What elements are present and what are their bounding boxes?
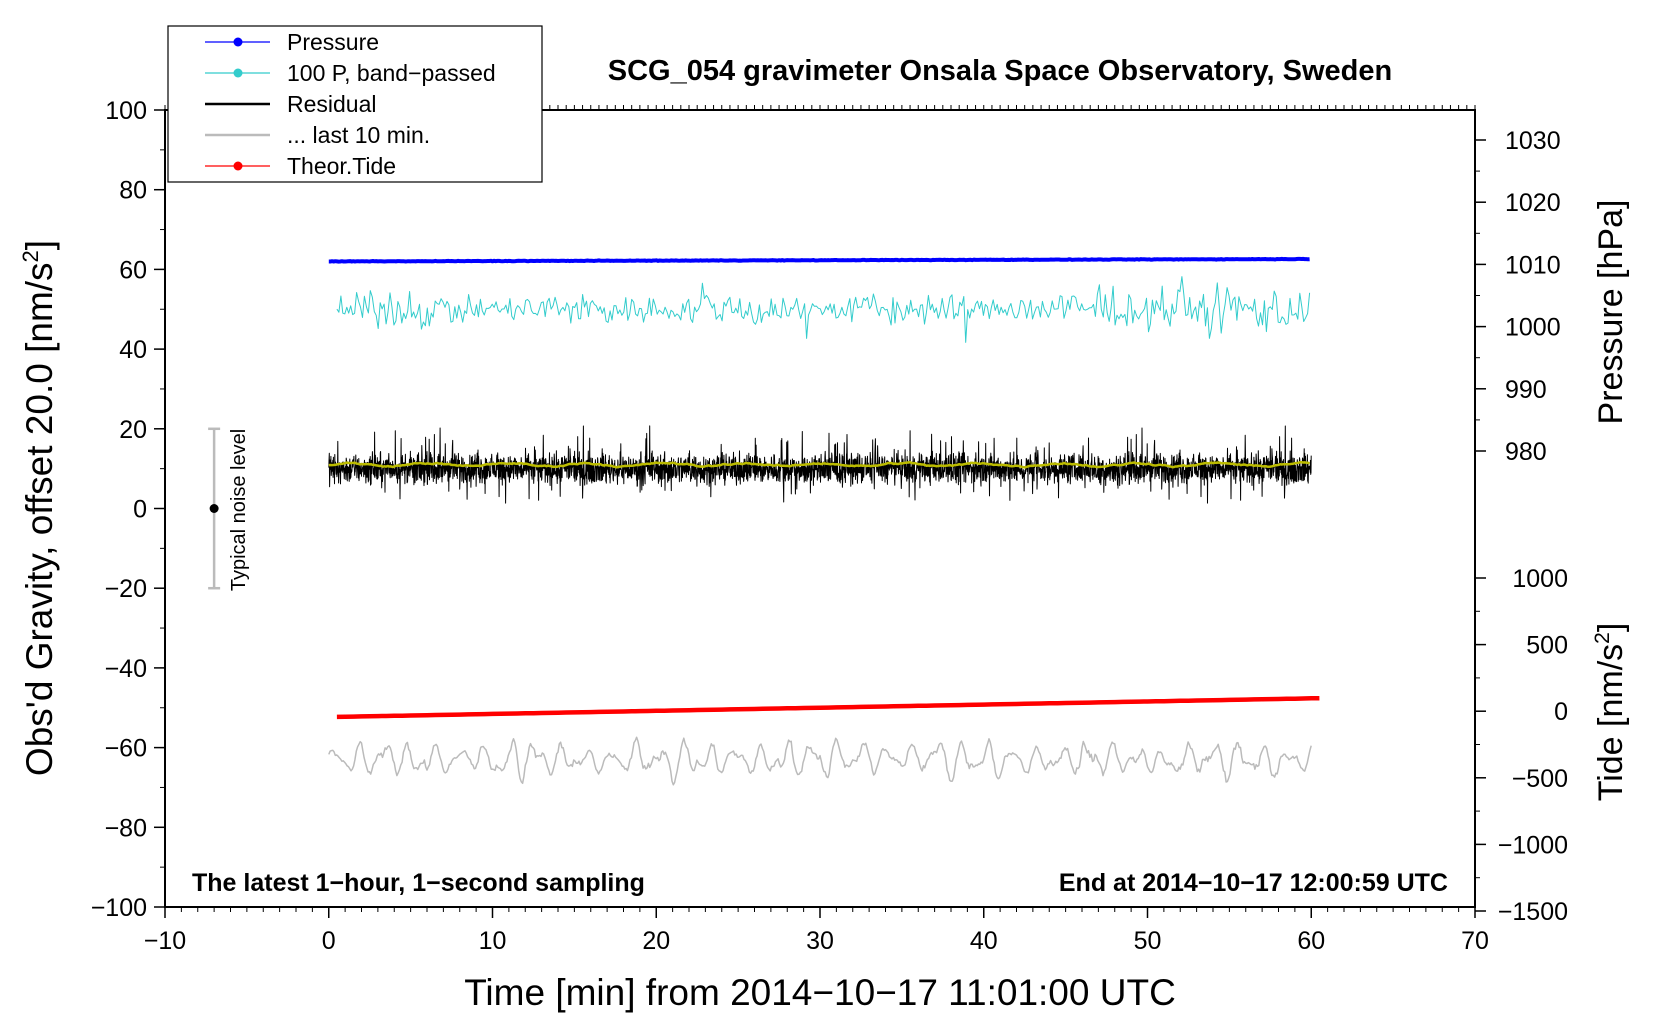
noise-indicator (208, 427, 221, 590)
y-axis-label: Obs'd Gravity, offset 20.0 [nm/s2] (18, 240, 60, 776)
series-theor-tide (336, 695, 1320, 720)
series-pressure-bandpassed (336, 276, 1311, 343)
legend: Pressure 100 P, band−passed Residual ... la… (167, 25, 543, 183)
y-tick-label: −100 (91, 894, 147, 922)
y-tick-label: −20 (105, 575, 147, 603)
tide-axis-label-main: Tide [nm/s (1592, 644, 1630, 801)
tide-tick-label: 500 (1526, 632, 1568, 660)
tide-axis-label-sup: 2 (1591, 632, 1614, 644)
pressure-tick-label: 1010 (1505, 251, 1561, 279)
legend-marker (233, 161, 243, 171)
x-tick-label: 30 (806, 927, 834, 955)
legend-marker (233, 37, 243, 47)
legend-marker (233, 68, 243, 78)
legend-label: Theor.Tide (287, 153, 396, 179)
series-residual-smoothed (328, 460, 1311, 469)
x-tick-label: 50 (1134, 927, 1162, 955)
footer-left-note: The latest 1−hour, 1−second sampling (192, 869, 645, 897)
y-tick-label: 60 (119, 256, 147, 284)
x-tick-label: 0 (322, 927, 336, 955)
legend-label: Pressure (287, 29, 379, 55)
series-last-10-min (328, 736, 1312, 786)
noise-label: Typical noise level (228, 429, 250, 591)
pressure-tick-label: 1000 (1505, 314, 1561, 342)
y-axis-label-sup: 2 (18, 250, 43, 262)
legend-items: Pressure 100 P, band−passed Residual ... la… (205, 29, 496, 179)
tide-tick-label: −1000 (1498, 831, 1568, 859)
y-axis-label-main: Obs'd Gravity, offset 20.0 [nm/s (19, 262, 60, 776)
pressure-tick-label: 990 (1505, 376, 1547, 404)
y-tick-label: 80 (119, 177, 147, 205)
tide-axis-label: Tide [nm/s2] (1591, 623, 1630, 802)
tide-axis-label-end: ] (1592, 623, 1630, 632)
pressure-tick-label: 1030 (1505, 127, 1561, 155)
x-tick-label: −10 (144, 927, 186, 955)
tide-tick-label: 1000 (1512, 565, 1568, 593)
x-tick-label: 60 (1297, 927, 1325, 955)
series-residual (328, 425, 1312, 504)
x-tick-label: 20 (642, 927, 670, 955)
tide-tick-label: −500 (1512, 765, 1568, 793)
y-axis-label-end: ] (19, 240, 60, 250)
pressure-axis-label: Pressure [hPa] (1592, 200, 1630, 425)
series-pressure (328, 256, 1310, 264)
x-tick-label: 40 (970, 927, 998, 955)
y-tick-label: 40 (119, 336, 147, 364)
legend-label: Residual (287, 91, 377, 117)
footer-right-note: End at 2014−10−17 12:00:59 UTC (1059, 869, 1448, 897)
x-axis-label: Time [min] from 2014−10−17 11:01:00 UTC (464, 972, 1176, 1013)
plot-frame (164, 109, 1476, 908)
y-tick-label: −80 (105, 814, 147, 842)
pressure-tick-label: 980 (1505, 438, 1547, 466)
axis-layer: −10 0 10 20 30 40 50 60 70100806040200−20−40−60−… (91, 97, 1568, 955)
legend-label: ... last 10 min. (287, 122, 430, 148)
x-tick-label: 70 (1461, 927, 1489, 955)
y-tick-label: 20 (119, 416, 147, 444)
x-tick-label: 10 (479, 927, 507, 955)
series-layer (328, 256, 1320, 786)
tide-tick-label: 0 (1554, 698, 1568, 726)
y-tick-label: −60 (105, 735, 147, 763)
y-tick-label: 100 (105, 97, 147, 125)
noise-bar-center (209, 504, 219, 513)
y-tick-label: 0 (133, 496, 147, 524)
pressure-tick-label: 1020 (1505, 189, 1561, 217)
legend-label: 100 P, band−passed (287, 60, 496, 86)
tide-tick-label: −1500 (1498, 898, 1568, 926)
chart-title: SCG_054 gravimeter Onsala Space Observat… (608, 55, 1392, 87)
y-tick-label: −40 (105, 655, 147, 683)
